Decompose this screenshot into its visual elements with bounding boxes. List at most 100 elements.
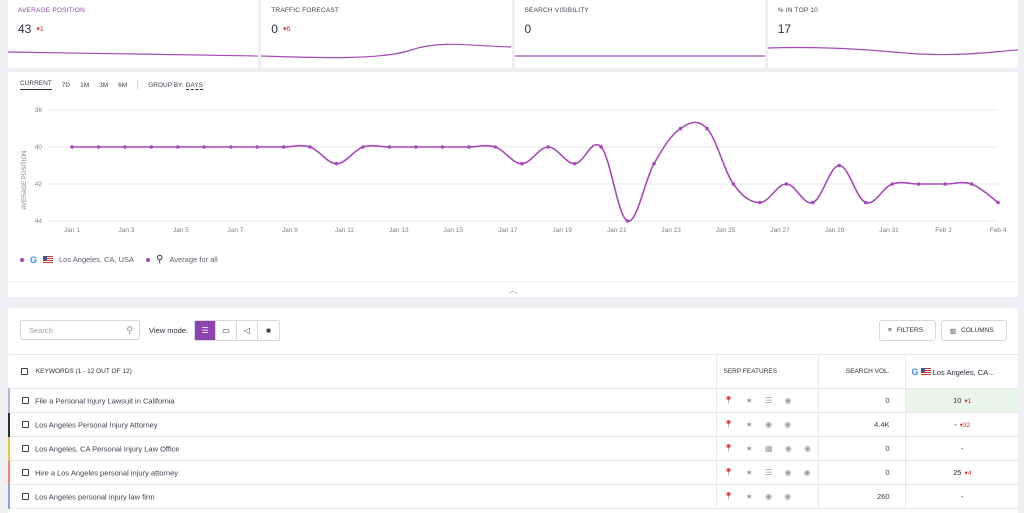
data-point[interactable] (599, 145, 603, 149)
position-change-value: 1 (967, 398, 972, 405)
data-point[interactable] (731, 182, 736, 186)
table-row[interactable]: Los Angeles, CA Personal Injury Law Offi… (8, 436, 1019, 461)
metric-sparkline (8, 51, 259, 57)
keywords-table: KEYWORDS (1 - 12 OUT OF 12) SERP FEATURE… (8, 354, 1019, 509)
table-row[interactable]: File a Personal Injury Lawsuit in Califo… (8, 388, 1019, 413)
legend-item-location[interactable]: Los Angeles, CA, USA (59, 255, 135, 264)
data-point[interactable] (969, 182, 974, 186)
data-point[interactable] (863, 200, 868, 205)
data-point[interactable] (440, 145, 445, 149)
x-tick-label: Jan 25 (716, 227, 736, 234)
data-point[interactable] (916, 182, 921, 186)
columns-button[interactable]: ▥ COLUMNS (941, 320, 1007, 341)
data-point[interactable] (837, 163, 842, 168)
row-checkbox[interactable] (22, 397, 29, 405)
range-7d[interactable]: 7D (61, 81, 71, 89)
data-point[interactable] (176, 145, 180, 149)
row-checkbox[interactable] (22, 493, 29, 501)
data-point[interactable] (705, 126, 709, 131)
position-cell: 10 ▾1 (905, 388, 1019, 413)
collapse-chart-button[interactable]: ︿ (8, 281, 1018, 297)
row-checkbox[interactable] (22, 469, 29, 477)
filters-button[interactable]: ≡ FILTERS (879, 320, 936, 341)
metric-traffic-forecast[interactable]: TRAFFIC FORECAST 0 ▾6 (261, 0, 512, 68)
metric-value-wrap: 43 ▾1 (18, 22, 248, 36)
data-point[interactable] (281, 145, 286, 149)
data-point[interactable] (572, 161, 577, 166)
data-point[interactable] (625, 219, 630, 223)
data-point[interactable] (387, 145, 392, 149)
keyword-cell[interactable]: Los Angeles personal injury law firm (8, 484, 717, 509)
header-volume[interactable]: SEARCH VOL. (818, 354, 906, 389)
keyword-text[interactable]: Los Angeles Personal Injury Attorney (35, 420, 158, 430)
table-row[interactable]: Hire a Los Angeles personal injury attor… (8, 460, 1019, 485)
table-row[interactable]: Los Angeles Personal Injury Attorney 📍 ★ … (8, 412, 1019, 437)
keyword-text[interactable]: Los Angeles, CA Personal Injury Law Offi… (35, 444, 180, 454)
tag-icon[interactable]: ◁ (237, 321, 259, 340)
metric-value: 0 (271, 22, 278, 36)
data-point[interactable] (784, 182, 789, 186)
keyword-cell[interactable]: Los Angeles Personal Injury Attorney (8, 412, 717, 437)
search-volume-cell: 260 (818, 484, 906, 509)
us-flag-icon (43, 256, 54, 263)
range-6m[interactable]: 6M (118, 81, 128, 89)
legend-item-average[interactable]: Average for all (169, 255, 218, 264)
range-current[interactable]: CURRENT (20, 80, 52, 90)
data-point[interactable] (308, 145, 312, 149)
metrics-row: AVERAGE POSITION 43 ▾1 TRAFFIC FORECAST … (8, 0, 1018, 68)
data-point[interactable] (493, 145, 498, 149)
row-checkbox[interactable] (22, 445, 29, 453)
data-point[interactable] (202, 145, 207, 149)
metric-top-10[interactable]: % IN TOP 10 17 (767, 0, 1018, 68)
keyword-cell[interactable]: File a Personal Injury Lawsuit in Califo… (8, 388, 717, 413)
range-1m[interactable]: 1M (80, 81, 90, 89)
table-row[interactable]: Los Angeles personal injury law firm 📍 ★ … (8, 484, 1019, 509)
chart-legend: G Los Angeles, CA, USA ⚲ Average for all (20, 254, 218, 265)
metric-change: ▾6 (282, 26, 291, 33)
data-point[interactable] (943, 182, 947, 186)
list-view-icon[interactable]: ☰ (195, 321, 217, 340)
header-location[interactable]: G Los Angeles, CA... (905, 354, 1019, 389)
group-by-value[interactable]: DAYS (185, 81, 203, 90)
data-point[interactable] (96, 145, 101, 149)
data-point[interactable] (467, 145, 471, 149)
metric-value: 17 (777, 22, 792, 36)
select-all-checkbox[interactable] (21, 367, 28, 375)
data-point[interactable] (255, 145, 259, 149)
data-point[interactable] (546, 145, 551, 149)
serp-features-cell: 📍 ★ ◉ ◉ (716, 484, 819, 509)
metric-average-position[interactable]: AVERAGE POSITION 43 ▾1 (8, 0, 259, 68)
data-point[interactable] (890, 182, 894, 186)
header-serp[interactable]: SERP FEATURES (716, 354, 819, 389)
range-3m[interactable]: 3M (99, 81, 109, 89)
search-input[interactable]: Search ⚲ (20, 320, 140, 340)
data-point[interactable] (519, 161, 524, 166)
data-point[interactable] (758, 200, 762, 205)
row-checkbox[interactable] (22, 421, 29, 429)
data-point[interactable] (414, 145, 418, 149)
keyword-text[interactable]: Hire a Los Angeles personal injury attor… (35, 468, 178, 478)
filter-icon: ≡ (888, 327, 892, 334)
data-point[interactable] (652, 161, 656, 166)
folder-icon[interactable]: ■ (258, 321, 280, 340)
keyword-text[interactable]: File a Personal Injury Lawsuit in Califo… (35, 396, 175, 406)
data-point[interactable] (334, 161, 339, 166)
chart-points (70, 126, 1000, 223)
data-point[interactable] (70, 145, 74, 149)
keyword-cell[interactable]: Hire a Los Angeles personal injury attor… (8, 460, 717, 485)
keyword-text[interactable]: Los Angeles personal injury law firm (35, 492, 155, 502)
data-point[interactable] (149, 145, 154, 149)
folder-outline-icon[interactable]: ▭ (216, 321, 238, 340)
serp-feature-icons: 📍 ★ ◉ ◉ (723, 420, 797, 429)
header-keywords[interactable]: KEYWORDS (1 - 12 OUT OF 12) (9, 354, 717, 389)
data-point[interactable] (361, 145, 365, 149)
metric-search-visibility[interactable]: SEARCH VISIBILITY 0 (514, 0, 765, 68)
data-point[interactable] (996, 200, 1000, 205)
keyword-cell[interactable]: Los Angeles, CA Personal Injury Law Offi… (8, 436, 717, 461)
group-by[interactable]: GROUP BY: DAYS (148, 81, 203, 90)
data-point[interactable] (228, 145, 233, 149)
data-point[interactable] (123, 145, 127, 149)
data-point[interactable] (811, 200, 815, 205)
view-mode-buttons: ☰ ▭ ◁ ■ (194, 320, 281, 341)
data-point[interactable] (678, 126, 683, 131)
